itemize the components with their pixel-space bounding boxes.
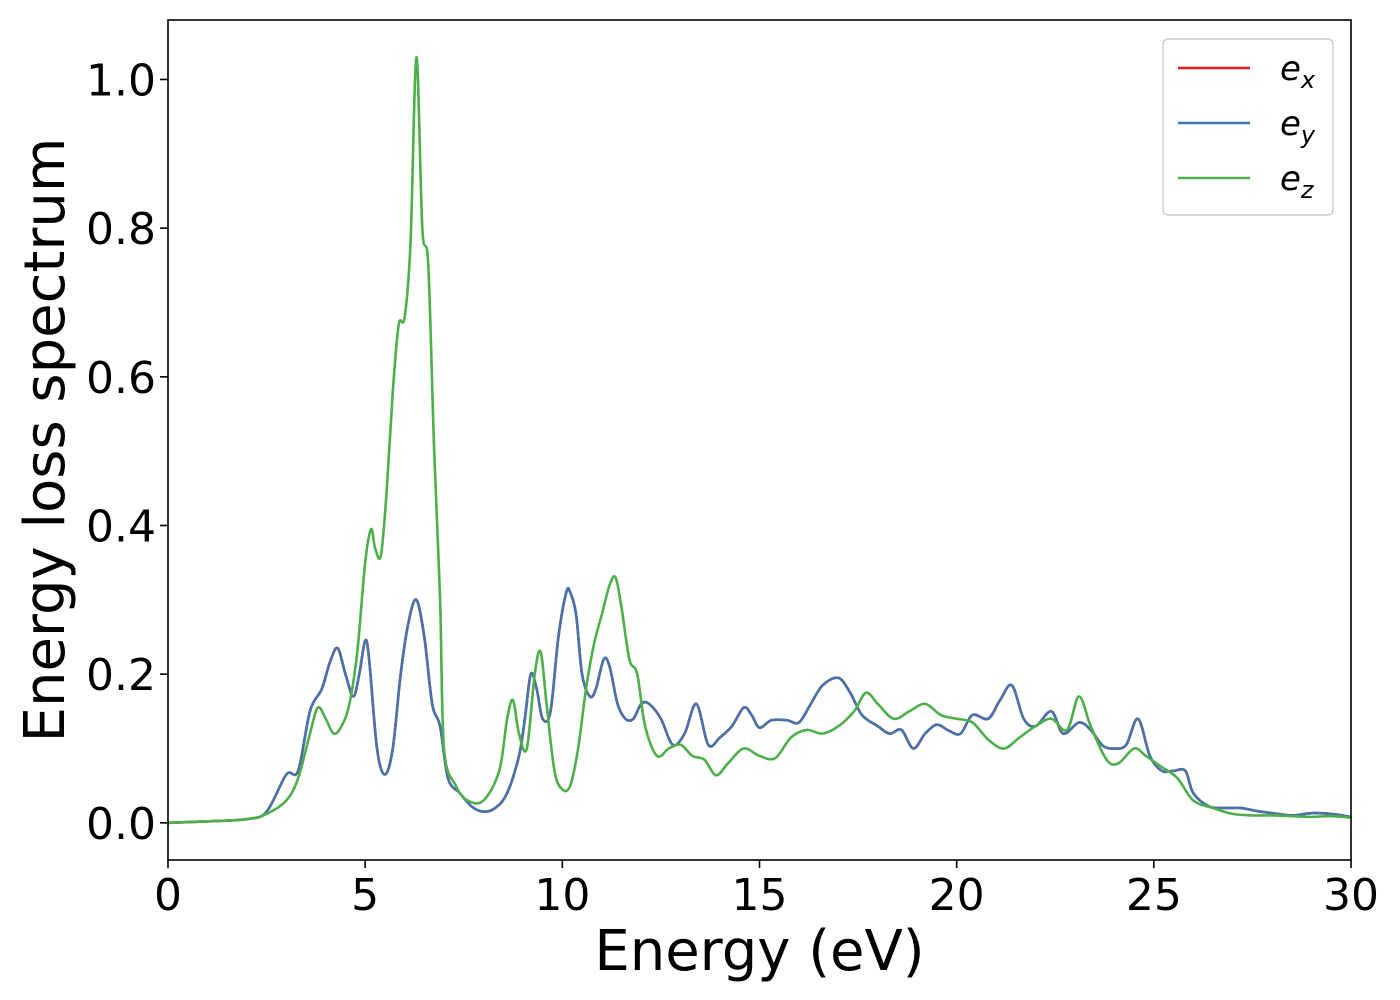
x-axis: 0 5 10 15 20 25 30 [154,860,1379,921]
x-tick-label: 25 [1126,870,1182,921]
y-tick-label: 0.4 [86,501,156,552]
legend-label-x: ex [1280,49,1316,94]
legend-label-z: ez [1280,159,1315,204]
y-tick-label: 0.0 [86,799,156,850]
legend-label-y: ey [1280,104,1316,149]
y-tick-label: 0.2 [86,650,156,701]
y-tick-label: 1.0 [86,55,156,106]
legend: ex ey ez [1162,38,1334,216]
series-line-y [168,586,1351,825]
y-tick-label: 0.6 [86,353,156,404]
series-line-z [168,55,1351,825]
x-axis-label: Energy (eV) [594,919,924,984]
x-tick-label: 0 [154,870,182,921]
x-tick-label: 10 [534,870,590,921]
x-tick-label: 30 [1323,870,1379,921]
x-tick-label: 5 [351,870,379,921]
legend-box [1162,38,1334,216]
x-tick-label: 15 [732,870,788,921]
series-line-x [168,586,1351,825]
y-axis-label: Energy loss spectrum [13,138,78,743]
y-axis: 0.0 0.2 0.4 0.6 0.8 1.0 [86,55,168,850]
x-tick-label: 20 [929,870,985,921]
y-tick-label: 0.8 [86,204,156,255]
